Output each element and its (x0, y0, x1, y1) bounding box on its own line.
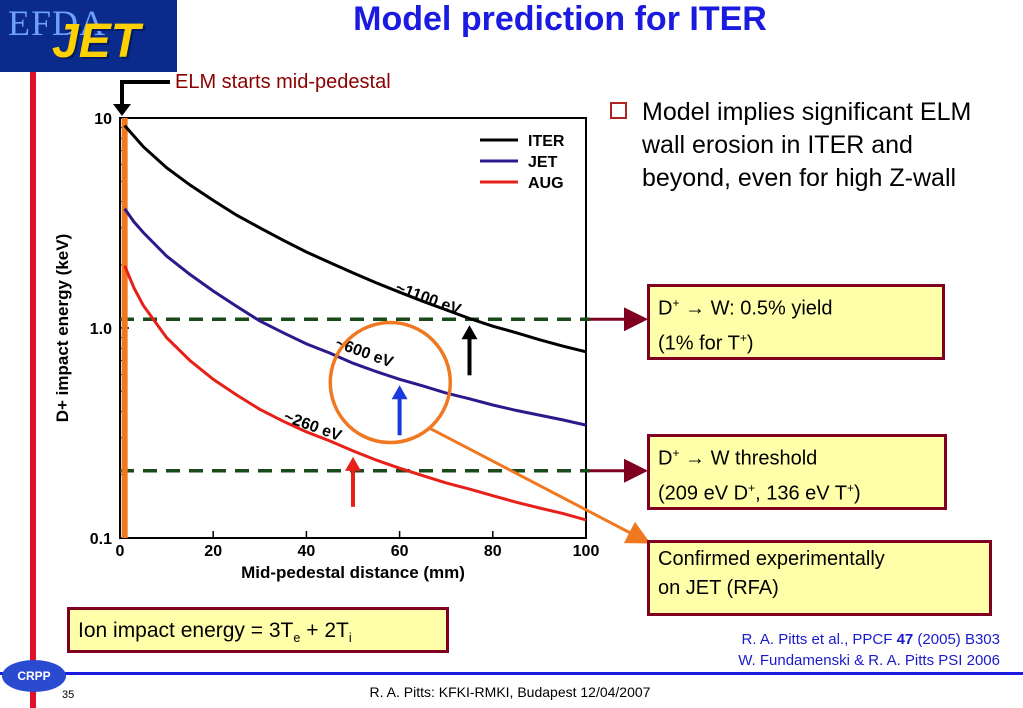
yield-line-1: D+ → W: 0.5% yield (658, 289, 934, 324)
crpp-logo: CRPP (2, 660, 66, 692)
legend-label-iter: ITER (528, 133, 565, 150)
yield-value: → W: 0.5% yield (679, 297, 833, 320)
yield-tritium: (1% for T (658, 332, 740, 355)
threshold-line-1: D+ → W threshold (658, 439, 936, 474)
threshold-charge: + (672, 446, 680, 460)
slide-title: Model prediction for ITER (353, 0, 767, 38)
y-tick-label: 0.1 (90, 531, 112, 548)
checkbox-bullet-icon (610, 102, 627, 119)
legend-label-aug: AUG (528, 175, 564, 192)
confirmed-line-1: Confirmed experimentally (658, 548, 885, 570)
yield-line-2: (1% for T+) (658, 324, 934, 359)
yield-close: ) (746, 332, 754, 355)
yield-charge: + (672, 296, 680, 310)
yield-info-box: D+ → W: 0.5% yield (1% for T+) (647, 284, 945, 360)
threshold-d-charge: + (748, 480, 756, 495)
threshold-line-2: (209 eV D+, 136 eV T+) (658, 474, 936, 509)
x-tick-label: 0 (116, 543, 125, 560)
reference-1-page: (2005) B303 (913, 631, 1000, 648)
series-line-iter (123, 124, 587, 354)
x-axis-label: Mid-pedestal distance (mm) (241, 563, 465, 582)
formula-sub-e: e (293, 631, 301, 646)
formula-part-1: Ion impact energy = 3T (78, 619, 294, 642)
threshold-close: ) (854, 482, 861, 505)
legend-label-jet: JET (528, 154, 558, 171)
annotation-arrow-head (391, 385, 408, 400)
reference-1-authors: R. A. Pitts et al., PPCF (741, 631, 897, 648)
y-tick-label: 10 (94, 111, 112, 128)
series-line-aug (123, 265, 587, 522)
reference-1-volume: 47 (896, 631, 914, 648)
threshold-info-box: D+ → W threshold (209 eV D+, 136 eV T+) (647, 434, 947, 510)
threshold-species: D (658, 447, 673, 470)
footer-text: R. A. Pitts: KFKI-RMKI, Budapest 12/04/2… (369, 684, 651, 700)
threshold-t-charge: + (847, 480, 855, 495)
x-tick-label: 100 (573, 543, 600, 560)
highlight-pointer-arrow (429, 427, 651, 544)
threshold-t-value: , 136 eV T (755, 482, 847, 505)
formula-sub-i: i (348, 631, 352, 646)
reference-1: R. A. Pitts et al., PPCF 47 (2005) B303 (640, 631, 1000, 648)
yield-species: D (658, 297, 673, 320)
footer-rule (0, 672, 1023, 675)
elm-callout-arrowhead (113, 104, 131, 116)
bullet-point: Model implies significant ELM wall erosi… (610, 96, 1010, 192)
elm-callout-line (120, 80, 170, 108)
annotation-label: ~260 eV (281, 408, 344, 445)
logo-jet-text: JET (52, 15, 141, 68)
yield-tritium-charge: + (739, 330, 747, 345)
y-tick-label: 1.0 (90, 321, 112, 338)
annotation-arrow-head (345, 456, 361, 471)
highlight-circle (328, 320, 453, 445)
x-tick-label: 80 (484, 543, 502, 560)
page-number: 35 (62, 689, 75, 701)
threshold-d-value: (209 eV D (658, 482, 749, 505)
x-tick-label: 40 (298, 543, 316, 560)
left-accent-bar (30, 72, 36, 708)
confirmed-info-box: Confirmed experimentally on JET (RFA) (647, 540, 992, 616)
reference-2: W. Fundamenski & R. A. Pitts PSI 2006 (738, 652, 1000, 669)
ion-energy-formula-box: Ion impact energy = 3Te + 2Ti (67, 607, 449, 653)
efda-jet-logo: EFDA JET (0, 0, 177, 72)
annotation-label: ~1100 eV (393, 279, 463, 318)
elm-start-label: ELM starts mid-pedestal (175, 71, 391, 93)
confirmed-line-2: on JET (RFA) (658, 577, 779, 599)
y-axis-label: D+ impact energy (keV) (53, 234, 72, 423)
annotation-arrow-head (461, 325, 478, 340)
x-tick-label: 60 (391, 543, 409, 560)
series-line-jet (123, 207, 587, 427)
x-tick-label: 20 (204, 543, 222, 560)
threshold-label: → W threshold (679, 447, 818, 470)
logo-efda-text: EFDA (8, 3, 107, 43)
bullet-text: Model implies significant ELM wall erosi… (642, 98, 972, 192)
formula-part-2: + 2T (300, 619, 349, 642)
